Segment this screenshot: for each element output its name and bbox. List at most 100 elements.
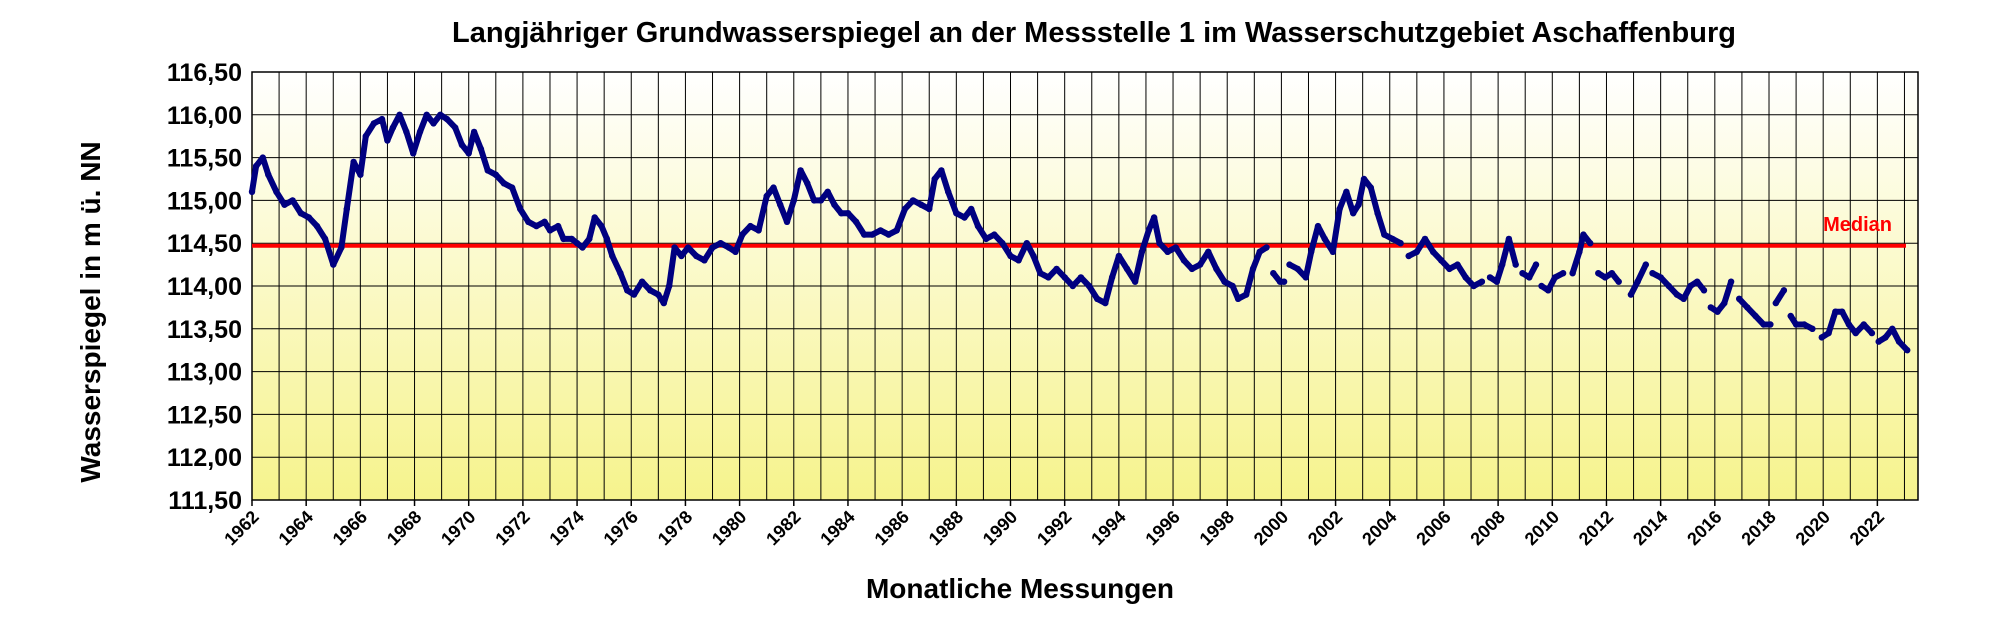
x-tick-label: 1998 <box>1196 507 1238 549</box>
data-point <box>1792 321 1800 328</box>
data-point <box>1037 270 1044 277</box>
data-point <box>1015 257 1022 264</box>
data-point <box>1061 274 1068 281</box>
data-point <box>289 197 296 204</box>
data-point <box>1314 222 1322 230</box>
data-point <box>1138 248 1146 255</box>
data-point <box>1801 321 1808 328</box>
data-point <box>273 188 280 195</box>
x-tick-label: 2018 <box>1737 507 1779 549</box>
data-point <box>1085 282 1093 290</box>
data-point <box>1150 214 1158 221</box>
data-point <box>1123 265 1131 273</box>
data-point <box>437 111 444 119</box>
data-point <box>655 291 662 298</box>
data-point <box>624 287 631 294</box>
data-point <box>1286 261 1293 268</box>
data-point <box>1825 329 1832 337</box>
data-point <box>1551 274 1559 281</box>
x-tick-label: 1990 <box>979 507 1021 549</box>
x-tick-label: 1976 <box>600 507 642 549</box>
x-tick-label: 1996 <box>1141 507 1183 549</box>
data-point <box>362 133 369 140</box>
y-tick-label: 113,50 <box>167 316 242 344</box>
data-point <box>1270 270 1277 277</box>
data-point <box>1608 270 1616 277</box>
data-point <box>1615 278 1622 285</box>
data-point <box>838 210 845 217</box>
x-tick-label: 2002 <box>1304 507 1346 549</box>
data-point <box>343 205 350 213</box>
data-point <box>573 240 581 247</box>
data-point <box>701 257 708 264</box>
data-point <box>945 188 952 195</box>
data-point <box>1714 308 1721 315</box>
data-point <box>1405 252 1412 260</box>
data-point <box>1875 338 1882 345</box>
x-tick-label: 1982 <box>762 507 804 549</box>
data-point <box>1852 329 1859 337</box>
data-point <box>321 235 329 243</box>
data-point <box>1350 210 1357 217</box>
data-point <box>1397 240 1404 247</box>
y-tick-label: 114,50 <box>167 230 242 258</box>
data-point <box>1512 261 1519 268</box>
data-point <box>1367 184 1375 191</box>
data-point <box>591 214 598 221</box>
data-point <box>725 244 732 251</box>
data-point <box>1321 235 1328 243</box>
data-point <box>508 184 516 191</box>
data-point <box>844 210 852 217</box>
data-point <box>452 124 459 131</box>
data-point <box>357 171 364 178</box>
data-point <box>961 214 968 221</box>
data-point <box>638 278 646 285</box>
data-point <box>1180 257 1188 264</box>
data-point <box>1580 231 1587 238</box>
data-point <box>1587 240 1594 247</box>
data-point <box>500 180 508 187</box>
data-point <box>1108 274 1116 281</box>
data-point <box>824 188 831 195</box>
data-point <box>533 222 540 230</box>
x-tick-label: 2004 <box>1358 507 1400 549</box>
data-point <box>1680 295 1687 302</box>
data-point <box>931 175 938 183</box>
data-point <box>1023 240 1030 247</box>
data-point <box>1673 291 1681 298</box>
data-point <box>1263 244 1270 251</box>
data-point <box>252 163 260 170</box>
data-point <box>248 188 256 195</box>
data-point <box>430 120 437 127</box>
data-point <box>739 231 746 238</box>
data-point <box>1595 270 1602 277</box>
data-point <box>410 150 417 157</box>
data-point <box>783 218 791 225</box>
data-point <box>1234 295 1242 302</box>
data-point <box>817 197 825 204</box>
data-point <box>1280 278 1288 285</box>
data-point <box>1213 265 1220 273</box>
x-tick-label: 2008 <box>1466 507 1508 549</box>
data-point <box>484 167 491 174</box>
series-line <box>1569 231 1594 277</box>
data-point <box>396 111 403 119</box>
data-point <box>1343 188 1350 195</box>
data-point <box>1904 347 1911 354</box>
data-point <box>1243 291 1250 298</box>
data-point <box>1302 274 1310 281</box>
data-point <box>1889 325 1896 332</box>
data-point <box>647 287 654 294</box>
data-point <box>1627 291 1635 298</box>
data-point <box>831 201 838 208</box>
x-tick-label: 1978 <box>654 507 696 549</box>
data-point <box>1156 240 1163 247</box>
median-label: Median <box>1823 214 1892 236</box>
data-point <box>770 184 777 191</box>
x-tick-label: 2020 <box>1792 507 1834 549</box>
data-point <box>630 291 638 298</box>
median-group: Median <box>252 214 1906 248</box>
data-point <box>1700 287 1708 294</box>
x-tick-label: 1992 <box>1033 507 1075 549</box>
data-point <box>1649 270 1656 277</box>
